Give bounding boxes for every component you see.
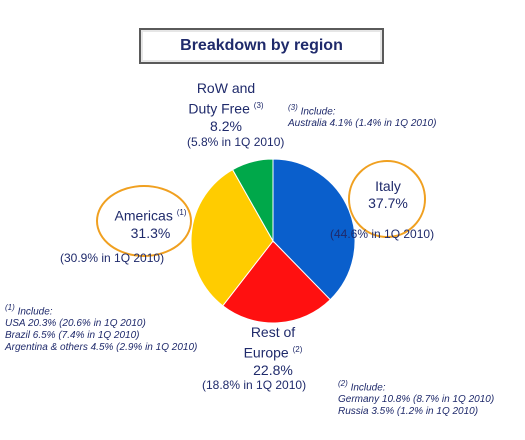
americas-note-ref: (1) bbox=[177, 208, 187, 217]
note-2-line: Germany 10.8% (8.7% in 1Q 2010) bbox=[338, 394, 494, 405]
note-1-ref: (1) bbox=[5, 303, 15, 312]
americas-label: Americas (1) 31.3% bbox=[103, 204, 198, 242]
rest-of-europe-label: Rest of Europe (2) 22.8% bbox=[218, 324, 328, 379]
row-name-2: Duty Free bbox=[188, 101, 249, 117]
roe-value: 22.8% bbox=[253, 362, 293, 378]
note-1-line: Argentina & others 4.5% (2.9% in 1Q 2010… bbox=[5, 342, 197, 353]
note-3: (3) Include: Australia 4.1% (1.4% in 1Q … bbox=[288, 102, 436, 130]
note-1-line: Brazil 6.5% (7.4% in 1Q 2010) bbox=[5, 330, 140, 341]
italy-label: Italy 37.7% bbox=[352, 178, 424, 212]
italy-prior: (44.6% in 1Q 2010) bbox=[330, 227, 434, 241]
note-1: (1) Include: USA 20.3% (20.6% in 1Q 2010… bbox=[5, 302, 197, 354]
note-2-ref: (2) bbox=[338, 379, 348, 388]
row-name-1: RoW and bbox=[197, 80, 255, 96]
americas-value: 31.3% bbox=[131, 225, 171, 241]
note-3-ref: (3) bbox=[288, 103, 298, 112]
row-prior: (5.8% in 1Q 2010) bbox=[187, 135, 284, 149]
note-3-head: Include: bbox=[301, 106, 336, 117]
note-1-head: Include: bbox=[18, 306, 53, 317]
italy-name: Italy bbox=[375, 178, 401, 194]
note-1-line: USA 20.3% (20.6% in 1Q 2010) bbox=[5, 318, 146, 329]
note-2: (2) Include: Germany 10.8% (8.7% in 1Q 2… bbox=[338, 378, 494, 418]
italy-value: 37.7% bbox=[368, 195, 408, 211]
americas-prior: (30.9% in 1Q 2010) bbox=[60, 251, 164, 265]
roe-name-2: Europe bbox=[244, 345, 289, 361]
row-value: 8.2% bbox=[210, 118, 242, 134]
americas-name: Americas bbox=[114, 208, 172, 224]
roe-name-1: Rest of bbox=[251, 324, 295, 340]
note-2-line: Russia 3.5% (1.2% in 1Q 2010) bbox=[338, 406, 478, 417]
rest-of-europe-prior: (18.8% in 1Q 2010) bbox=[202, 378, 306, 392]
roe-note-ref: (2) bbox=[293, 345, 303, 354]
note-2-head: Include: bbox=[351, 382, 386, 393]
row-label: RoW and Duty Free (3) 8.2% bbox=[176, 80, 276, 135]
row-note-ref: (3) bbox=[254, 101, 264, 110]
note-3-line: Australia 4.1% (1.4% in 1Q 2010) bbox=[288, 118, 436, 129]
